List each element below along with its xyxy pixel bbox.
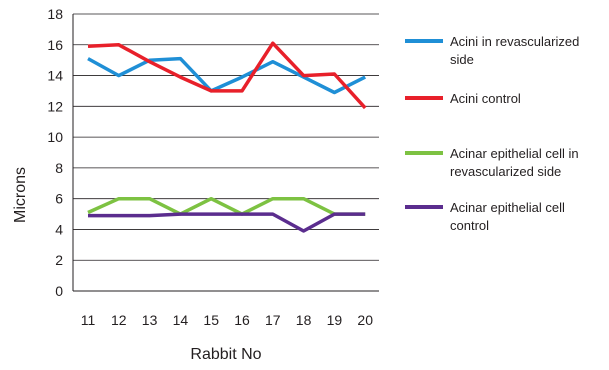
legend-label: side bbox=[450, 52, 474, 67]
legend-label: Acini control bbox=[450, 91, 521, 106]
x-tick-label: 16 bbox=[234, 312, 250, 328]
series-line-4 bbox=[88, 212, 366, 233]
x-tick-label: 17 bbox=[265, 312, 281, 328]
y-tick-label: 2 bbox=[55, 252, 63, 268]
legend-label: Acinar epithelial cell bbox=[450, 200, 565, 215]
x-tick-label: 14 bbox=[173, 312, 189, 328]
y-tick-label: 18 bbox=[47, 6, 63, 22]
y-tick-label: 14 bbox=[47, 68, 63, 84]
legend: Acini in revascularized side Acini control… bbox=[405, 34, 579, 233]
x-tick-label: 12 bbox=[111, 312, 127, 328]
x-tick-label: 18 bbox=[296, 312, 312, 328]
x-axis-title: Rabbit No bbox=[190, 346, 261, 363]
y-tick-label: 4 bbox=[55, 221, 63, 237]
x-tick-label: 13 bbox=[142, 312, 158, 328]
x-tick-label: 20 bbox=[357, 312, 373, 328]
y-tick-label: 8 bbox=[55, 160, 63, 176]
series-line-2 bbox=[87, 41, 367, 110]
y-tick-label: 0 bbox=[55, 283, 63, 299]
x-tick-label: 15 bbox=[203, 312, 219, 328]
legend-label: Acinar epithelial cell in bbox=[450, 146, 579, 161]
series-line-1 bbox=[87, 56, 366, 95]
x-tick-label: 19 bbox=[327, 312, 343, 328]
y-axis-title: Microns bbox=[12, 167, 29, 223]
x-tick-labels: 11 12 13 14 15 16 17 18 19 20 bbox=[81, 312, 373, 328]
grid-layer bbox=[73, 13, 379, 261]
series-line-3 bbox=[87, 196, 366, 216]
y-tick-labels: 0 2 4 6 8 10 12 14 16 18 bbox=[47, 6, 63, 299]
series-layer bbox=[87, 41, 367, 233]
y-tick-label: 12 bbox=[47, 98, 63, 114]
x-tick-label: 11 bbox=[81, 312, 96, 328]
y-tick-label: 10 bbox=[47, 129, 63, 145]
axis-layer bbox=[72, 14, 379, 292]
legend-label: revascularized side bbox=[450, 164, 561, 179]
y-tick-label: 6 bbox=[55, 191, 63, 207]
y-tick-label: 16 bbox=[47, 37, 63, 53]
legend-label: Acini in revascularized bbox=[450, 34, 579, 49]
legend-label: control bbox=[450, 218, 489, 233]
